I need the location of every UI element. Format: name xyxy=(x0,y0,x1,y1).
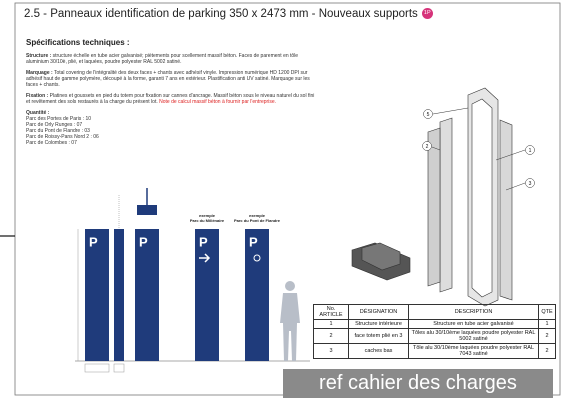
arrow-icon xyxy=(199,253,211,263)
table-row: 2 face totem plié en 3 Tôles alu 30/10ème … xyxy=(313,328,556,344)
sign-letter: P xyxy=(139,234,148,249)
exploded-view xyxy=(351,87,513,307)
quantity: Quantité : Parc des Portes de Paris : 10 P… xyxy=(26,110,318,146)
table-cell: Structure en tube acier galvanisé xyxy=(408,319,539,329)
text: Platines et goussets en pied du totem po… xyxy=(26,93,315,105)
header-cell: DÉSIGNATION xyxy=(348,304,409,320)
note: Note de calcul massif béton à fournir pa… xyxy=(159,99,276,105)
paragraph: Marquage : Total covering de l'intégrali… xyxy=(26,70,318,88)
sign-letter: P xyxy=(199,234,208,249)
text: Total covering de l'intégralité des deux… xyxy=(26,70,310,88)
base xyxy=(113,363,125,373)
quantity-item: Parc de Orly Runges : 07 xyxy=(26,122,83,128)
example-label: exemple xyxy=(249,213,266,218)
paragraph: Fixation : Platines et goussets en pied … xyxy=(26,93,318,105)
callout: 1 xyxy=(529,148,532,154)
table-cell: Structure intérieure xyxy=(348,319,409,329)
paragraph: Structure : structure échelle en tube ac… xyxy=(26,53,318,65)
person xyxy=(280,281,300,361)
table-cell: 1 xyxy=(313,319,349,329)
quantity-item: Parc du Pont de Flandre : 03 xyxy=(26,128,90,134)
table-cell: 1 xyxy=(538,319,556,329)
parts-table: No. ARTICLE DÉSIGNATION DESCRIPTION QTE 1 St… xyxy=(313,304,556,359)
table-cell: Tôles alu 30/10ème laquées poudre polyes… xyxy=(408,328,539,344)
header-cell: QTE xyxy=(538,304,556,320)
callout: 2 xyxy=(426,144,429,150)
table-cell: 2 xyxy=(313,328,349,344)
callouts xyxy=(422,107,535,191)
label: Fixation : xyxy=(26,93,49,99)
table-cell: Tôle alu 30/10ème laquées poudre polyest… xyxy=(408,343,539,359)
table-header: No. ARTICLE DÉSIGNATION DESCRIPTION QTE xyxy=(313,304,556,320)
heading: Spécifications techniques : xyxy=(26,38,130,47)
totems xyxy=(85,205,269,361)
label: Quantité : xyxy=(26,110,50,116)
label: Structure : xyxy=(26,53,52,59)
overlay: ref cahier des charges xyxy=(283,369,553,398)
quantity-item: Parc des Portes de Paris : 10 xyxy=(26,116,92,122)
badge: 1P xyxy=(421,8,433,20)
specs: Structure : structure échelle en tube ac… xyxy=(26,53,318,146)
sign-letter: P xyxy=(249,234,258,249)
example-name: Parc du Millénaire xyxy=(190,218,225,223)
table-cell: 2 xyxy=(538,328,556,344)
quantity-item: Parc de Roissy-Pans Nord 2 : 06 xyxy=(26,134,99,140)
header-cell: DESCRIPTION xyxy=(408,304,539,320)
quantity-item: Parc de Colombes : 07 xyxy=(26,140,77,146)
callout: 3 xyxy=(529,181,532,187)
title: 2.5 - Panneaux identification de parking… xyxy=(24,8,418,20)
table-row: 1 Structure intérieure Structure en tube a… xyxy=(313,319,556,329)
example-label: exemple xyxy=(199,213,216,218)
callout: 5 xyxy=(427,112,430,118)
table-cell: 2 xyxy=(538,343,556,359)
base xyxy=(84,363,110,373)
title-row: 2.5 - Panneaux identification de parking… xyxy=(24,8,433,20)
example-name: Parc du Pont de Flandre xyxy=(234,218,281,223)
quantity-list: Parc des Portes de Paris : 10 Parc de Orl… xyxy=(26,116,318,146)
table-cell: 3 xyxy=(313,343,349,359)
table-cell: caches bas xyxy=(348,343,409,359)
table-row: 3 caches bas Tôle alu 30/10ème laquées pou… xyxy=(313,343,556,359)
table-cell: face totem plié en 3 xyxy=(348,328,409,344)
header-cell: No. ARTICLE xyxy=(313,304,349,320)
icon xyxy=(253,254,261,262)
label: Marquage : xyxy=(26,70,53,76)
text: structure échelle en tube acier galvanis… xyxy=(26,53,299,65)
sign-letter: P xyxy=(89,234,98,249)
